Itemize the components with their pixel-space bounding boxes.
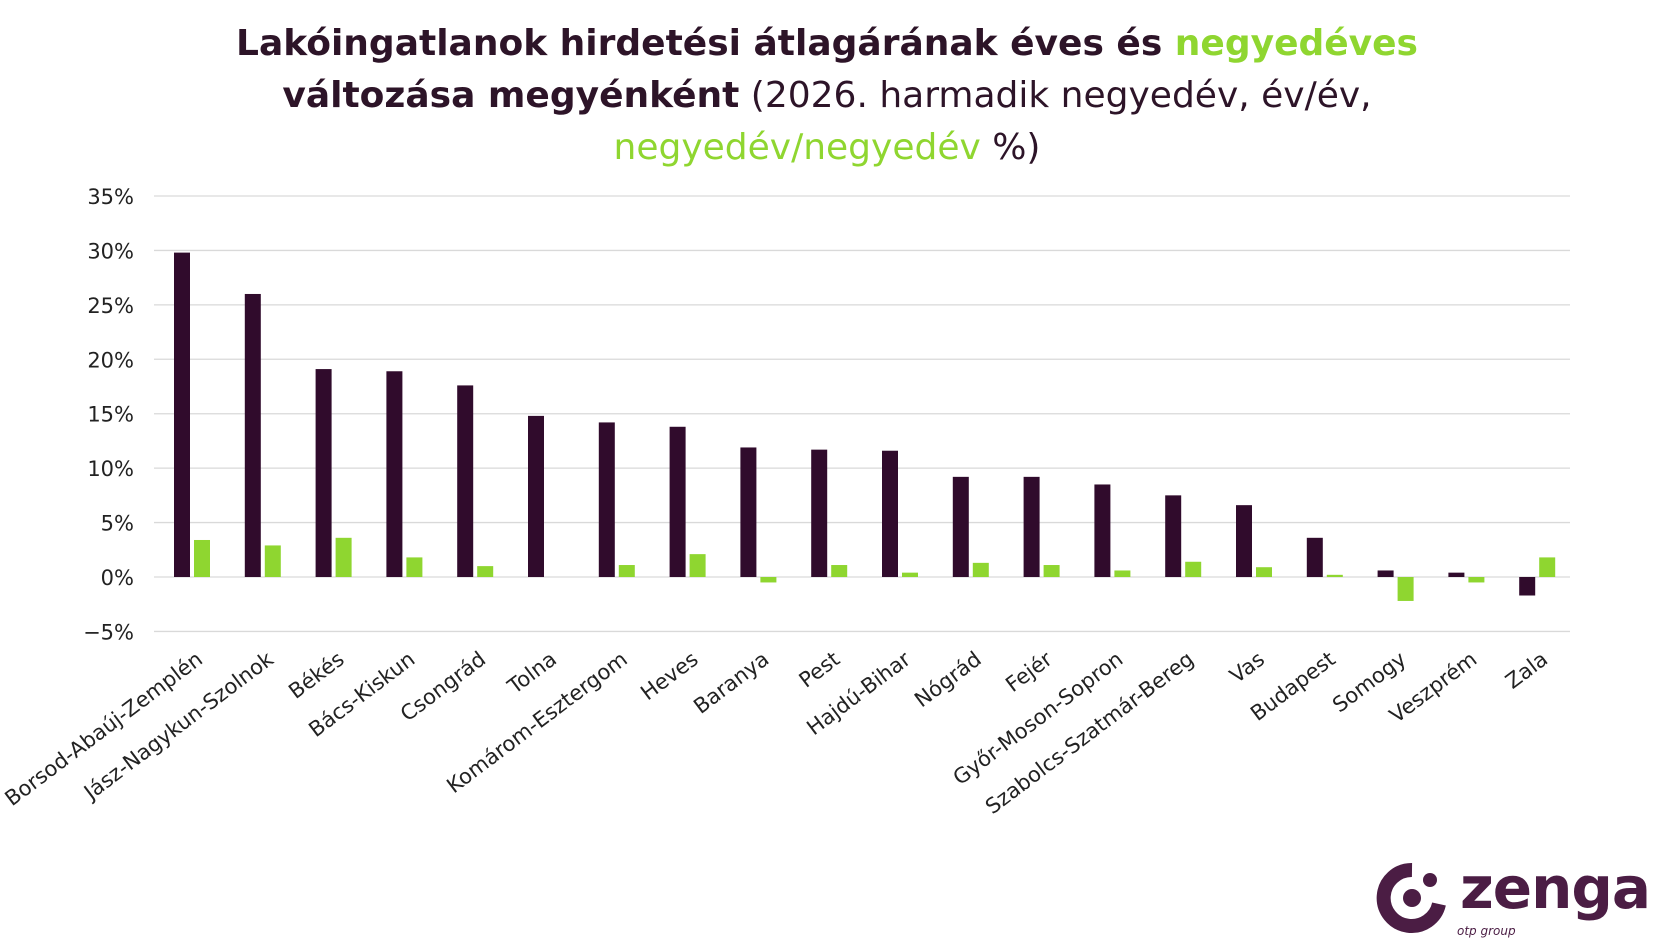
bar-yoy — [882, 450, 898, 577]
x-tick-label: Baranya — [689, 647, 773, 719]
bar-yoy — [1023, 476, 1040, 577]
bar-qoq — [1326, 574, 1343, 577]
bar-yoy — [669, 426, 686, 577]
bar-qoq — [1043, 565, 1060, 577]
bar-yoy — [740, 447, 757, 577]
title-part3-rest: %) — [980, 127, 1041, 168]
bar-yoy — [1448, 572, 1465, 577]
y-tick-label: 10% — [87, 457, 134, 481]
y-tick-label: 20% — [87, 348, 134, 372]
bar-qoq — [264, 545, 281, 577]
bar-yoy — [1306, 537, 1323, 577]
bar-qoq — [1185, 561, 1202, 577]
bar-yoy — [174, 252, 190, 577]
bar-qoq — [831, 565, 848, 577]
bar-qoq — [618, 565, 635, 577]
chart-title: Lakóingatlanok hirdetési átlagárának éve… — [0, 18, 1654, 174]
x-tick-label: Vas — [1225, 647, 1269, 688]
x-tick-label: Zala — [1501, 647, 1552, 694]
title-line-2: változása megyénként (2026. harmadik neg… — [0, 70, 1654, 122]
title-line-3: negyedév/negyedév %) — [0, 122, 1654, 174]
x-tick-label: Nógrád — [910, 647, 986, 712]
zenga-logo: zenga otp group — [1372, 854, 1651, 938]
bar-qoq — [1114, 570, 1131, 577]
bar-yoy — [598, 422, 615, 577]
y-tick-label: 30% — [87, 239, 134, 263]
bar-yoy — [457, 385, 474, 577]
bar-qoq — [1468, 577, 1485, 583]
bar-qoq — [1539, 557, 1556, 577]
bar-yoy — [811, 449, 828, 577]
y-tick-label: 25% — [87, 294, 134, 318]
bar-yoy — [1165, 495, 1182, 577]
bar-qoq — [406, 557, 423, 577]
title-part2-bold: változása megyénként — [282, 75, 740, 116]
x-tick-label: Tolna — [503, 647, 561, 699]
bar-qoq — [1397, 577, 1414, 601]
bar-qoq — [689, 554, 706, 577]
bar-qoq — [194, 539, 210, 577]
bar-qoq — [972, 562, 989, 577]
bar-yoy — [528, 415, 544, 577]
bar-yoy — [952, 476, 969, 577]
bar-qoq — [902, 572, 918, 577]
bar-qoq — [760, 577, 777, 583]
bar-qoq — [477, 566, 494, 577]
x-tick-label: Fejér — [1001, 647, 1057, 697]
zenga-logo-icon — [1376, 862, 1446, 933]
y-tick-label: 35% — [87, 185, 134, 209]
bar-yoy — [244, 293, 261, 577]
y-tick-label: 15% — [87, 403, 134, 427]
logo-sub: otp group — [1457, 924, 1516, 938]
logo-word: zenga — [1460, 854, 1651, 922]
y-tick-label: −5% — [83, 620, 134, 644]
x-tick-label: Pest — [795, 647, 845, 693]
bar-yoy — [315, 369, 332, 577]
title-part3-green: negyedév/negyedév — [613, 127, 981, 168]
bar-yoy — [1377, 570, 1394, 577]
x-tick-label: Békés — [284, 647, 348, 704]
bar-yoy — [1236, 505, 1252, 577]
y-tick-label: 5% — [101, 512, 134, 536]
title-part1-green: negyedéves — [1174, 23, 1418, 64]
bar-yoy — [1094, 484, 1111, 577]
title-part1: Lakóingatlanok hirdetési átlagárának éve… — [236, 23, 1175, 64]
title-part2-rest: (2026. harmadik negyedév, év/év, — [739, 75, 1372, 116]
bar-qoq — [1256, 567, 1272, 577]
title-line-1: Lakóingatlanok hirdetési átlagárának éve… — [0, 18, 1654, 70]
bar-yoy — [386, 371, 403, 577]
y-tick-label: 0% — [101, 566, 134, 590]
bar-qoq — [335, 537, 352, 577]
bar-yoy — [1519, 577, 1536, 596]
